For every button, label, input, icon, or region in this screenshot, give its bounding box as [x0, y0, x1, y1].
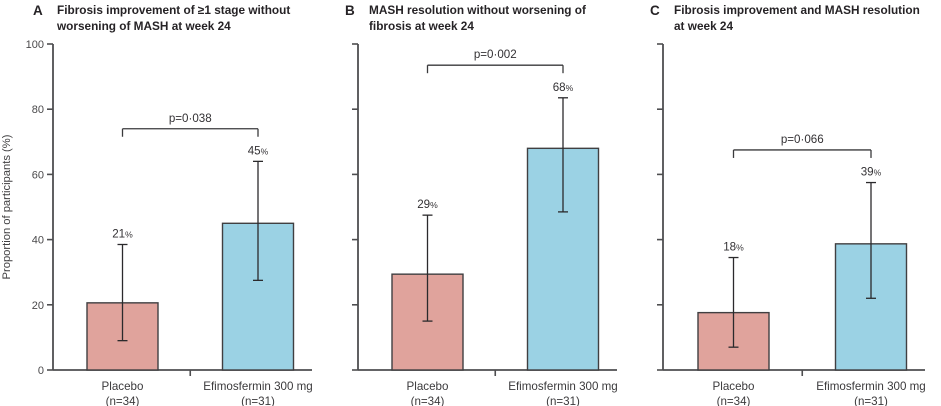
category-n-label-panel-b-placebo: (n=34) [411, 395, 445, 406]
panel-title-line: worsening of MASH at week 24 [57, 18, 231, 33]
panel-c-letter: C [650, 3, 660, 18]
category-label-panel-b-efimosfermin: Efimosfermin 300 mg [508, 380, 618, 393]
panel-title-line: at week 24 [674, 18, 734, 33]
panel-b-letter: B [345, 3, 355, 18]
category-n-label-panel-a-efimosfermin: (n=31) [241, 395, 275, 406]
value-label-panel-b-efimosfermin: 68% [553, 81, 574, 94]
y-tick-label: 60 [32, 169, 44, 181]
p-value-panel-a: p=0·038 [169, 112, 212, 125]
panel-title-line: Fibrosis improvement and MASH resolution [674, 3, 920, 17]
category-label-panel-c-placebo: Placebo [713, 380, 755, 393]
panel-a-title: A Fibrosis improvement of ≥1 stage witho… [33, 3, 290, 34]
y-tick-label: 0 [38, 365, 44, 377]
value-label-panel-b-placebo: 29% [417, 198, 438, 211]
value-label-panel-c-efimosfermin: 39% [861, 166, 882, 179]
panel-title-line: fibrosis at week 24 [369, 18, 474, 33]
panel-c-title-text: Fibrosis improvement and MASH resolution… [674, 3, 920, 34]
category-n-label-panel-c-placebo: (n=34) [717, 395, 751, 406]
p-value-panel-b: p=0·002 [474, 48, 517, 61]
panel-b-title: B MASH resolution without worsening of f… [345, 3, 586, 34]
value-label-panel-a-placebo: 21% [112, 227, 133, 240]
p-value-panel-c: p=0·066 [781, 133, 824, 146]
panel-c-title: C Fibrosis improvement and MASH resoluti… [650, 3, 920, 34]
category-n-label-panel-b-efimosfermin: (n=31) [546, 395, 580, 406]
y-tick-label: 100 [26, 39, 44, 51]
y-tick-label: 80 [32, 104, 44, 116]
value-label-panel-c-placebo: 18% [723, 241, 744, 254]
panel-a-letter: A [33, 3, 43, 18]
panel-a-title-text: Fibrosis improvement of ≥1 stage without… [57, 3, 290, 34]
category-label-panel-b-placebo: Placebo [407, 380, 449, 393]
panel-title-line: MASH resolution without worsening of [369, 3, 586, 17]
category-n-label-panel-a-placebo: (n=34) [106, 395, 140, 406]
category-label-panel-a-placebo: Placebo [102, 380, 144, 393]
value-label-panel-a-efimosfermin: 45% [248, 144, 269, 157]
panel-b-title-text: MASH resolution without worsening of fib… [369, 3, 586, 34]
y-tick-label: 20 [32, 300, 44, 312]
category-label-panel-c-efimosfermin: Efimosfermin 300 mg [816, 380, 926, 393]
panel-title-line: Fibrosis improvement of ≥1 stage without [57, 3, 291, 17]
category-label-panel-a-efimosfermin: Efimosfermin 300 mg [203, 380, 313, 393]
y-tick-label: 40 [32, 235, 44, 247]
category-n-label-panel-c-efimosfermin: (n=31) [854, 395, 888, 406]
